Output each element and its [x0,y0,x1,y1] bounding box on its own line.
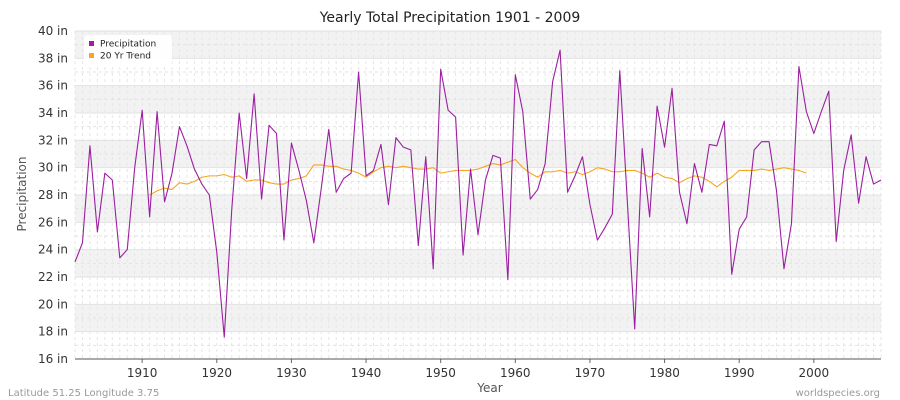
x-tick-label: 1990 [724,366,755,380]
x-tick-label: 1950 [425,366,456,380]
y-tick-label: 16 in [38,352,68,366]
legend-box [84,35,172,65]
y-tick-label: 34 in [38,106,68,120]
y-tick-label: 24 in [38,243,68,257]
x-tick-label: 2000 [799,366,830,380]
location-footnote: Latitude 51.25 Longitude 3.75 [8,388,159,399]
x-tick-label: 1930 [276,366,307,380]
y-axis-ticks: 16 in 18 in 20 in 22 in 24 in 26 in 28 in 30 in… [38,24,68,366]
source-footnote: worldspecies.org [796,388,880,399]
y-tick-label: 22 in [38,270,68,284]
precipitation-line [74,49,882,338]
y-tick-label: 32 in [38,133,68,147]
x-tick-label: 1970 [575,366,606,380]
x-tick-label: 1960 [500,366,531,380]
x-axis-ticks: 1910 1920 1930 1940 1950 1960 1970 1980 1990 2000 [127,359,829,380]
chart-title: Yearly Total Precipitation 1901 - 2009 [319,10,581,26]
series-lines [74,49,882,338]
y-tick-label: 38 in [38,51,68,65]
x-tick-label: 1980 [649,366,680,380]
y-axis-label: Precipitation [15,156,29,231]
y-tick-label: 26 in [38,215,68,229]
y-tick-label: 20 in [38,297,68,311]
y-tick-label: 28 in [38,188,68,202]
x-tick-label: 1940 [351,366,382,380]
y-tick-label: 36 in [38,79,68,93]
x-tick-label: 1920 [202,366,233,380]
legend: Precipitation 20 Yr Trend [84,35,172,65]
y-tick-label: 18 in [38,325,68,339]
y-tick-label: 40 in [38,24,68,38]
legend-label: Precipitation [100,40,156,50]
20-yr-trend-line [149,158,807,196]
legend-swatch [89,53,94,58]
y-tick-label: 30 in [38,161,68,175]
legend-swatch [89,41,94,46]
x-tick-label: 1910 [127,366,158,380]
grid-lines [74,30,882,360]
legend-label: 20 Yr Trend [100,52,151,62]
x-axis-label: Year [476,381,502,395]
